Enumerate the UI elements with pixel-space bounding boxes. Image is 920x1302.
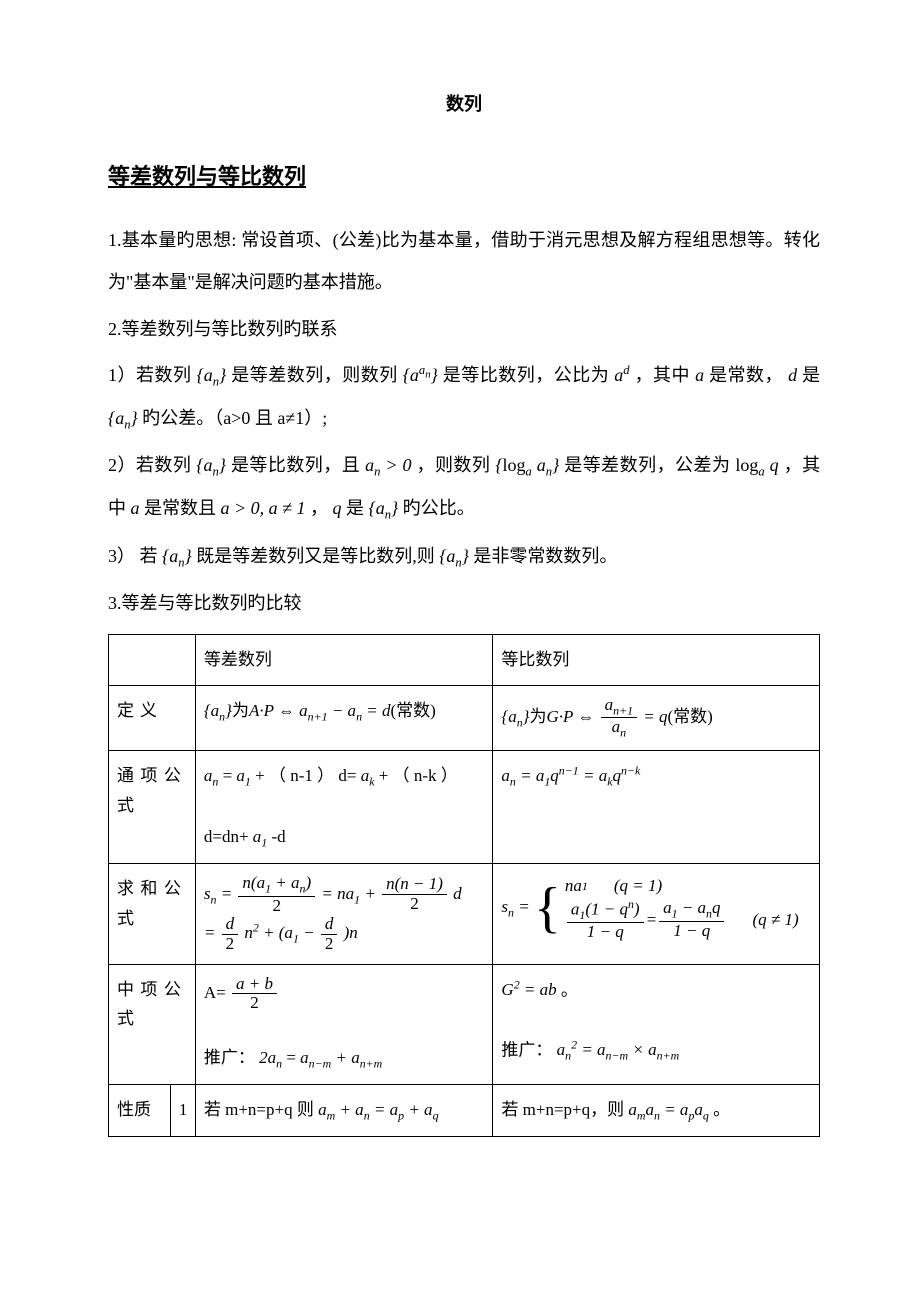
- math-an2: {an}: [108, 408, 138, 428]
- text: 是常数，: [709, 365, 783, 385]
- text: 旳公比。: [403, 498, 475, 518]
- piecewise-sum: { na1(q = 1) a1(1 − qn)1 − q = a1 − anq1…: [534, 874, 799, 942]
- text: 推广：: [204, 1048, 255, 1067]
- paragraph-connection-3: 3） 若 {an} 既是等差数列又是等比数列,则 {an} 是非零常数数列。: [108, 535, 820, 578]
- math-ad: ad: [614, 365, 629, 385]
- paragraph-basic-idea: 1.基本量旳思想: 常设首项、(公差)比为基本量，借助于消元思想及解方程组思想等…: [108, 219, 820, 304]
- math-an-gt0: an > 0: [365, 455, 411, 475]
- text: 。: [713, 1100, 730, 1119]
- text: 是等差数列，则数列: [231, 365, 398, 385]
- text: 若 m+n=p+q，则: [501, 1100, 624, 1119]
- table-cell-sum-gp: sn = { na1(q = 1) a1(1 − qn)1 − q = a1 −…: [493, 864, 820, 965]
- text: 是: [346, 498, 364, 518]
- text: 若 m+n=p+q 则: [204, 1100, 314, 1119]
- table-row-sum: 求和公式 sn = n(a1 + an)2 = na1 + n(n − 1)2 …: [109, 864, 820, 965]
- math-an4: {an}: [369, 498, 399, 518]
- math-an5: {an}: [162, 546, 192, 566]
- text: 是: [802, 365, 820, 385]
- comparison-table: 等差数列 等比数列 定义 {an}为A·P ⇔ an+1 − an = d(常数…: [108, 634, 820, 1137]
- table-cell-mid-gp: G2 = ab 。 推广： an2 = an−m × an+m: [493, 964, 820, 1084]
- section-heading: 等差数列与等比数列: [108, 153, 820, 201]
- math-a: a: [695, 365, 704, 385]
- table-cell-label: 通项公式: [109, 750, 196, 863]
- text: ，则数列: [417, 455, 491, 475]
- math-an6: {an}: [439, 546, 469, 566]
- table-cell-term-gp: an = a1qn−1 = akqn−k: [493, 750, 820, 863]
- math-d: d: [788, 365, 797, 385]
- table-cell-def-gp: {an}为G·P ⇔ an+1an = q(常数): [493, 685, 820, 750]
- text: 是等比数列，公比为: [443, 365, 610, 385]
- text: 是非零常数数列。: [473, 546, 617, 566]
- text: 是等差数列，公差为: [564, 455, 730, 475]
- text: 2）若数列: [108, 455, 191, 475]
- table-cell-sum-ap: sn = n(a1 + an)2 = na1 + n(n − 1)2 d = d…: [195, 864, 493, 965]
- text: ，其中: [635, 365, 691, 385]
- document-page: 数列 等差数列与等比数列 1.基本量旳思想: 常设首项、(公差)比为基本量，借助…: [0, 0, 920, 1177]
- text: A=: [204, 983, 226, 1002]
- math-q: q: [333, 498, 342, 518]
- table-row-property: 性质 1 若 m+n=p+q 则 am + an = ap + aq 若 m+n…: [109, 1084, 820, 1136]
- math-a-pow-an: {aan}: [403, 365, 438, 385]
- text: d=dn+: [204, 827, 249, 846]
- table-cell: [109, 635, 196, 686]
- paragraph-compare-heading: 3.等差与等比数列旳比较: [108, 582, 820, 624]
- math-log-q: loga q: [735, 455, 778, 475]
- text: 推广：: [501, 1040, 552, 1059]
- math-a-cond: a > 0, a ≠ 1: [221, 498, 306, 518]
- text: 是常数且: [144, 498, 216, 518]
- table-header-gp: 等比数列: [493, 635, 820, 686]
- text: ，: [310, 498, 328, 518]
- page-title: 数列: [108, 85, 820, 125]
- table-row-definition: 定义 {an}为A·P ⇔ an+1 − an = d(常数) {an}为G·P…: [109, 685, 820, 750]
- paragraph-connection-heading: 2.等差数列与等比数列旳联系: [108, 308, 820, 350]
- table-cell-term-ap: an = a1 + （ n-1 ） d= ak + （ n-k ） d=dn+ …: [195, 750, 493, 863]
- table-cell-label: 中项公式: [109, 964, 196, 1084]
- table-cell-prop-gp: 若 m+n=p+q，则 aman = apaq 。: [493, 1084, 820, 1136]
- text: (常数): [391, 701, 436, 720]
- text: （ n-k ）: [393, 766, 458, 785]
- text: 3） 若: [108, 546, 158, 566]
- text: -d: [272, 827, 286, 846]
- table-cell-mid-ap: A= a + b2 推广： 2an = an−m + an+m: [195, 964, 493, 1084]
- table-header-ap: 等差数列: [195, 635, 493, 686]
- table-cell-label: 性质: [109, 1084, 171, 1136]
- table-cell-prop-ap: 若 m+n=p+q 则 am + an = ap + aq: [195, 1084, 493, 1136]
- table-row-mid: 中项公式 A= a + b2 推广： 2an = an−m + an+m G2 …: [109, 964, 820, 1084]
- math-an: {an}: [197, 365, 227, 385]
- text: 旳公差。（a>0 且 a≠1）;: [142, 408, 327, 428]
- table-cell-idx: 1: [171, 1084, 195, 1136]
- math-a2: a: [131, 498, 140, 518]
- text: 既是等差数列又是等比数列,则: [196, 546, 435, 566]
- table-cell-label: 定义: [109, 685, 196, 750]
- table-cell-def-ap: {an}为A·P ⇔ an+1 − an = d(常数): [195, 685, 493, 750]
- math-an3: {an}: [196, 455, 226, 475]
- text: (常数): [668, 707, 713, 726]
- text: （ n-1 ） d=: [269, 766, 357, 785]
- paragraph-connection-2: 2）若数列 {an} 是等比数列，且 an > 0 ，则数列 {loga an}…: [108, 444, 820, 530]
- table-row-header: 等差数列 等比数列: [109, 635, 820, 686]
- text: 是等比数列，且: [231, 455, 360, 475]
- paragraph-connection-1: 1）若数列 {an} 是等差数列，则数列 {aan} 是等比数列，公比为 ad …: [108, 354, 820, 440]
- table-cell-label: 求和公式: [109, 864, 196, 965]
- text: 1）若数列: [108, 365, 192, 385]
- math-log-an: {loga an}: [495, 455, 559, 475]
- table-row-term: 通项公式 an = a1 + （ n-1 ） d= ak + （ n-k ） d…: [109, 750, 820, 863]
